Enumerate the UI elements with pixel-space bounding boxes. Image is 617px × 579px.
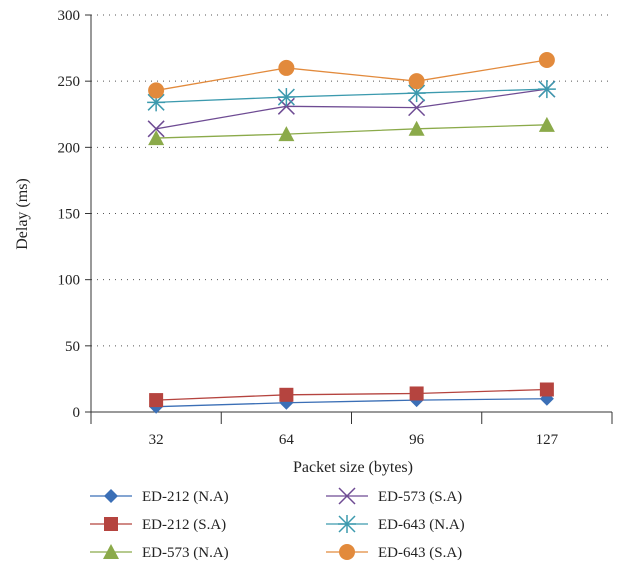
data-point-ed-573-s-a-64 — [277, 97, 295, 115]
data-point-ed-573-n-a-32 — [148, 130, 165, 146]
legend-item-ed-573-s-a: ED-573 (S.A) — [326, 487, 462, 505]
data-point-ed-212-s-a-64 — [279, 387, 294, 402]
legend-marker-ed-212-n-a — [104, 489, 118, 503]
data-point-ed-212-s-a-32 — [149, 393, 164, 408]
series-lines — [147, 51, 556, 414]
data-point-ed-643-s-a-64 — [278, 59, 295, 76]
y-tick-label-0: 0 — [73, 405, 81, 421]
grid-lines — [91, 14, 612, 347]
y-tick-label-50: 50 — [65, 339, 80, 355]
axes — [85, 14, 613, 424]
y-tick-label-200: 200 — [58, 140, 81, 156]
legend-item-ed-573-n-a: ED-573 (N.A) — [90, 544, 229, 561]
data-point-ed-643-s-a-96 — [408, 73, 425, 90]
data-point-ed-212-s-a-96 — [409, 386, 424, 401]
legend-item-ed-643-s-a: ED-643 (S.A) — [326, 544, 462, 561]
data-point-ed-212-s-a-127 — [539, 382, 554, 397]
data-point-ed-573-s-a-96 — [408, 99, 426, 117]
y-tick-label-250: 250 — [58, 74, 81, 90]
legend-label-ed-212-n-a: ED-212 (N.A) — [142, 489, 229, 505]
x-tick-label-64: 64 — [279, 432, 295, 448]
axis-labels: Packet size (bytes) Delay (ms) 0 50 100 150… — [14, 8, 559, 476]
data-point-ed-573-s-a-32 — [147, 120, 165, 138]
data-point-ed-643-s-a-127 — [538, 51, 555, 68]
legend-marker-ed-643-n-a — [338, 515, 356, 533]
legend-label-ed-573-s-a: ED-573 (S.A) — [378, 489, 462, 505]
series-ed-643-s-a — [148, 51, 555, 99]
data-point-ed-643-n-a-64 — [277, 88, 296, 107]
x-tick-label-96: 96 — [409, 432, 425, 448]
x-tick-label-127: 127 — [536, 432, 559, 448]
x-tick-label-32: 32 — [149, 432, 164, 448]
legend: ED-212 (N.A) ED-212 (S.A) ED-573 (N.A) ED-5… — [90, 487, 465, 561]
data-point-ed-573-n-a-64 — [278, 126, 295, 142]
series-ed-212-n-a — [149, 391, 554, 414]
data-point-ed-643-s-a-32 — [148, 82, 165, 99]
series-line-ed-212-s-a — [156, 388, 547, 401]
legend-item-ed-212-s-a: ED-212 (S.A) — [90, 517, 226, 533]
series-line-ed-643-s-a — [156, 59, 547, 92]
series-line-ed-573-s-a — [156, 88, 547, 130]
legend-marker-ed-573-s-a — [338, 487, 356, 505]
x-axis-title: Packet size (bytes) — [293, 459, 413, 476]
legend-marker-ed-573-n-a — [103, 544, 119, 559]
data-point-ed-573-n-a-96 — [408, 120, 425, 136]
legend-label-ed-212-s-a: ED-212 (S.A) — [142, 517, 226, 533]
legend-label-ed-643-n-a: ED-643 (N.A) — [378, 517, 465, 533]
legend-marker-ed-643-s-a — [339, 544, 355, 560]
series-line-ed-212-n-a — [156, 398, 547, 408]
legend-item-ed-643-n-a: ED-643 (N.A) — [326, 515, 465, 533]
legend-label-ed-643-s-a: ED-643 (S.A) — [378, 545, 462, 561]
y-axis-title: Delay (ms) — [14, 178, 31, 250]
y-tick-label-300: 300 — [58, 8, 81, 24]
legend-marker-ed-212-s-a — [104, 517, 118, 531]
data-point-ed-573-n-a-127 — [538, 116, 555, 132]
y-tick-label-150: 150 — [58, 207, 81, 223]
series-line-ed-643-n-a — [156, 88, 547, 103]
series-line-ed-573-n-a — [156, 124, 547, 139]
data-point-ed-643-n-a-127 — [537, 80, 556, 99]
legend-item-ed-212-n-a: ED-212 (N.A) — [90, 489, 229, 505]
series-ed-573-n-a — [148, 116, 555, 146]
series-ed-212-s-a — [149, 382, 554, 408]
y-tick-label-100: 100 — [58, 273, 81, 289]
legend-label-ed-573-n-a: ED-573 (N.A) — [142, 545, 229, 561]
series-ed-573-s-a — [147, 80, 556, 138]
